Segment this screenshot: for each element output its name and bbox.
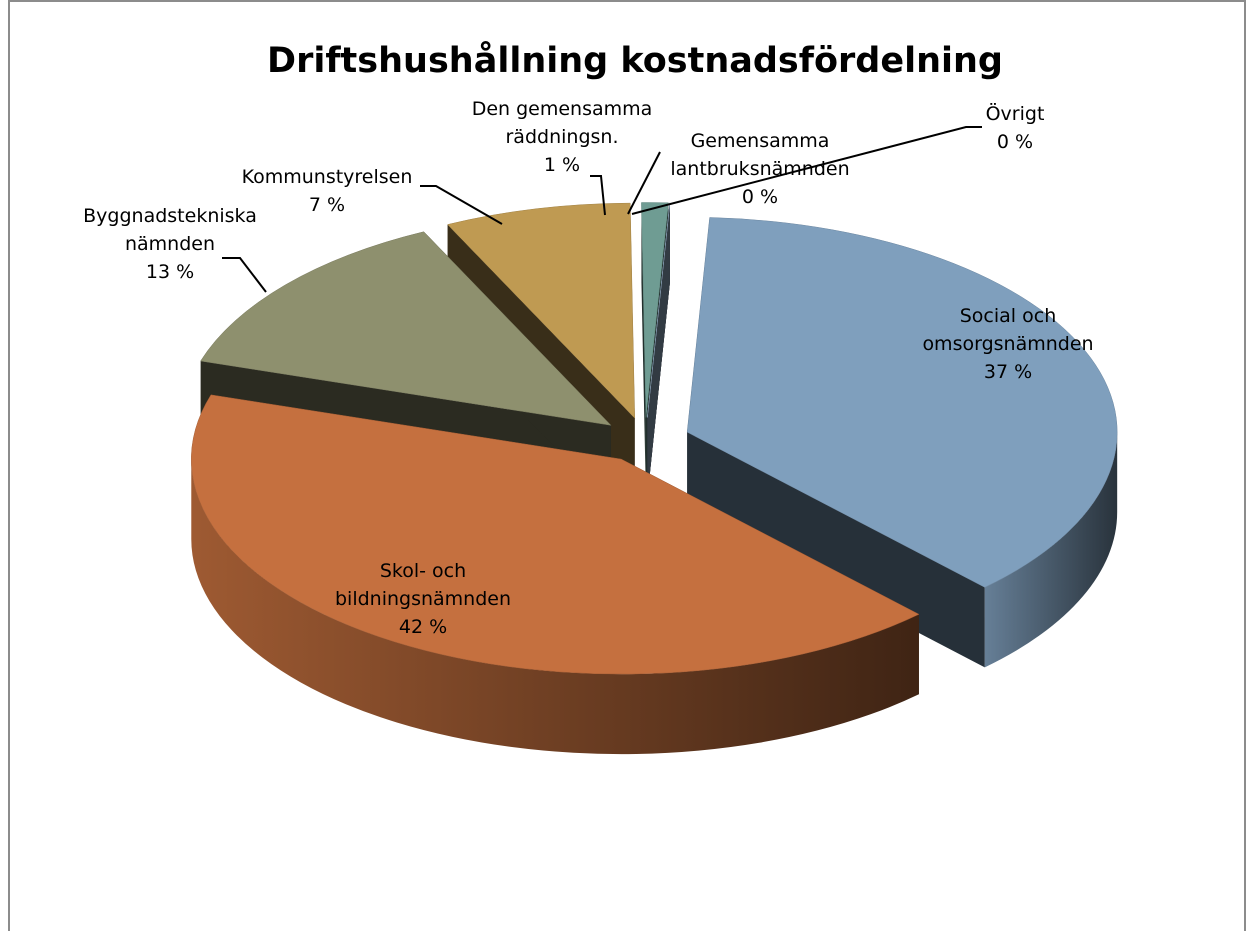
leader-line bbox=[222, 257, 267, 293]
slice-top bbox=[686, 217, 1118, 588]
slice-edge-wall bbox=[647, 202, 670, 498]
slice-top bbox=[200, 231, 612, 426]
pie bbox=[191, 202, 1118, 755]
data-label: 13 % bbox=[146, 261, 194, 283]
category-label: Byggnadstekniska nämnden bbox=[83, 205, 257, 255]
slice-outer-wall bbox=[191, 459, 919, 755]
data-label: 1 % bbox=[544, 154, 580, 176]
slice bbox=[191, 394, 920, 755]
slice-edge-wall bbox=[687, 432, 985, 668]
slice bbox=[686, 217, 1118, 668]
category-label: Social och omsorgsnämnden bbox=[922, 305, 1093, 355]
data-label: 37 % bbox=[984, 361, 1032, 383]
slice-top bbox=[191, 394, 920, 675]
category-label: Gemensamma lantbruksnämnden bbox=[670, 130, 849, 180]
leader-line bbox=[590, 175, 606, 216]
data-label: 42 % bbox=[399, 616, 447, 638]
category-label: Kommunstyrelsen bbox=[242, 166, 413, 188]
slice-top bbox=[447, 202, 635, 419]
leader-line bbox=[627, 151, 661, 215]
labels: Social och omsorgsnämnden 37 % Skol- och bil… bbox=[83, 98, 1093, 638]
data-label: 7 % bbox=[309, 194, 345, 216]
data-label: 0 % bbox=[997, 131, 1033, 153]
category-label: Övrigt bbox=[986, 102, 1045, 125]
category-label: Skol- och bildningsnämnden bbox=[335, 560, 511, 610]
slice-outer-wall bbox=[984, 432, 1118, 668]
chart-title: Driftshushållning kostnadsfördelning bbox=[267, 40, 1003, 81]
slice-top bbox=[641, 202, 669, 418]
leader-line bbox=[631, 126, 982, 215]
leader-line bbox=[420, 185, 503, 225]
data-label: 0 % bbox=[742, 186, 778, 208]
category-label: Den gemensamma räddningsn. bbox=[472, 98, 653, 148]
slice-edge-wall bbox=[641, 202, 646, 498]
